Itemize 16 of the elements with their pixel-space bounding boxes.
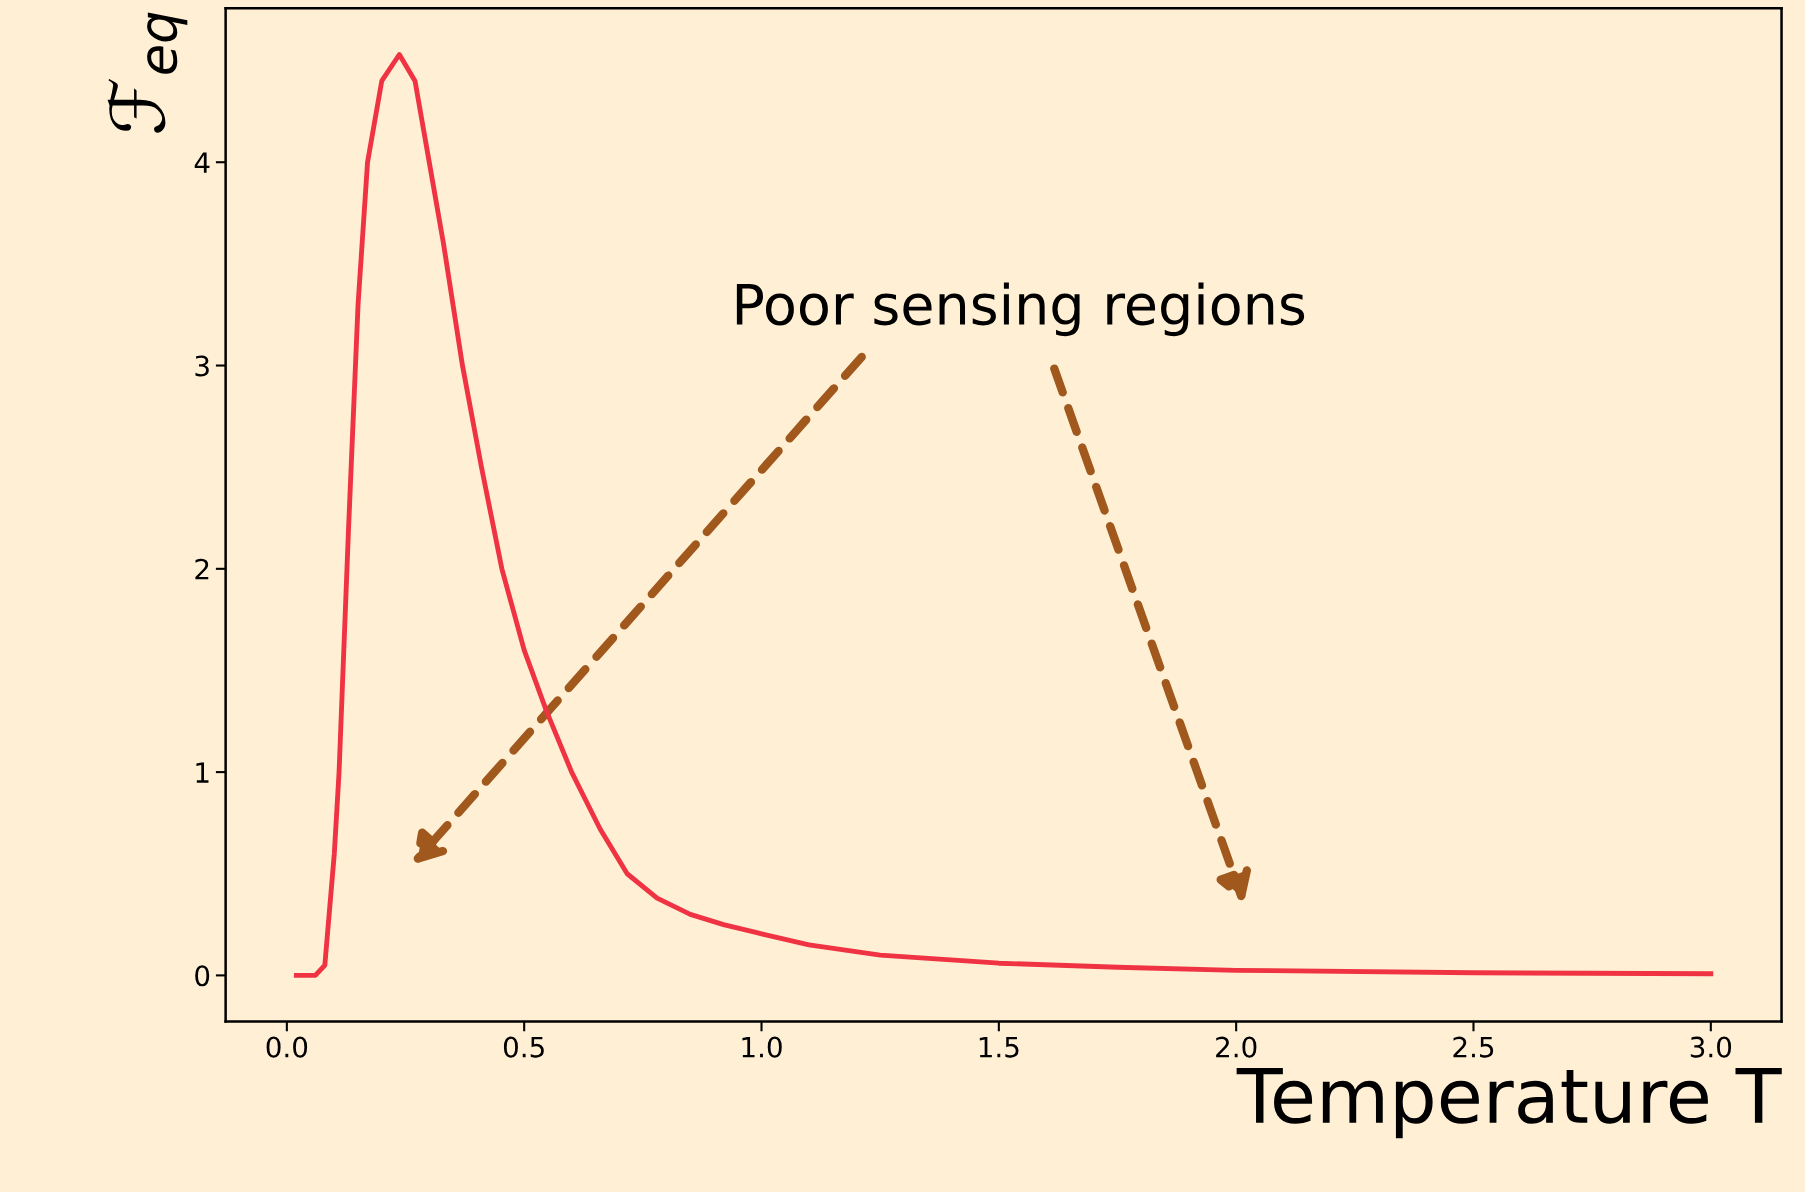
x-tick-label: 2.0 — [1216, 1036, 1257, 1058]
y-tick-label: 2 — [195, 558, 209, 580]
y-axis-title: ℱ$_{eq}$ — [107, 12, 188, 133]
x-tick-label: 2.5 — [1453, 1036, 1494, 1058]
x-tick-label: 1.5 — [979, 1036, 1019, 1058]
x-axis-title: Temperature T — [1236, 1068, 1782, 1139]
y-tick-label: 3 — [195, 355, 209, 377]
y-tick-label: 1 — [196, 762, 209, 783]
line-series — [293, 52, 1714, 978]
x-tick-label: 0.0 — [266, 1036, 308, 1058]
y-tick-label: 0 — [195, 965, 210, 987]
x-tick-label: 1.0 — [742, 1036, 782, 1058]
y-tick-label: 4 — [194, 152, 210, 173]
x-tick-label: 0.5 — [503, 1036, 544, 1058]
annotation: Poor sensing regions — [736, 282, 1305, 337]
x-tick-label: 3.0 — [1690, 1036, 1732, 1058]
